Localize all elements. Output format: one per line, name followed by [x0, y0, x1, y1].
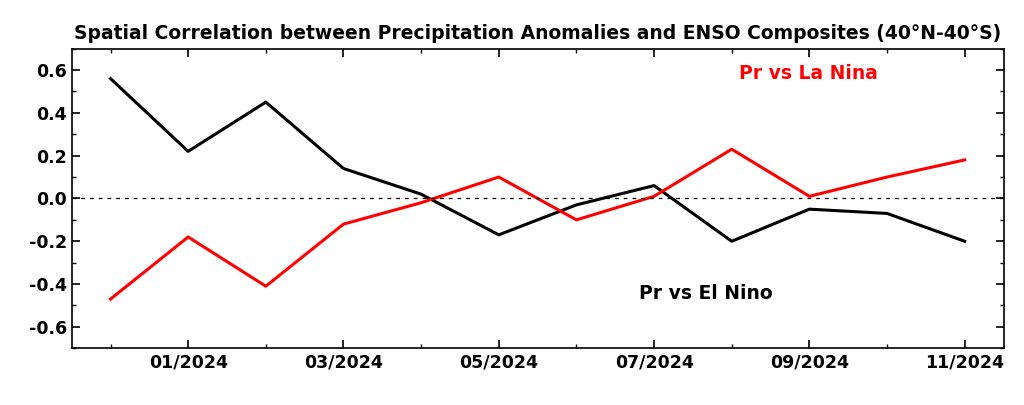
Title: Spatial Correlation between Precipitation Anomalies and ENSO Composites (40°N-40: Spatial Correlation between Precipitatio… — [74, 24, 1001, 43]
Text: Pr vs El Nino: Pr vs El Nino — [639, 284, 772, 303]
Text: Pr vs La Nina: Pr vs La Nina — [739, 64, 879, 83]
